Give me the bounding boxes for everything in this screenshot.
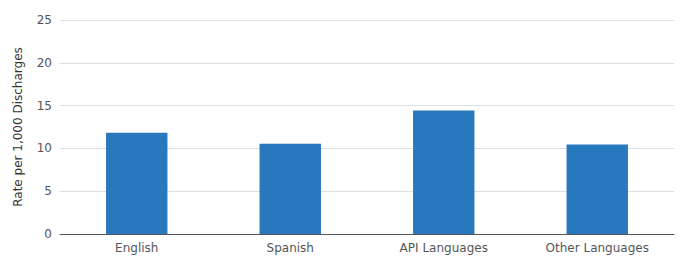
- svg-text:API Languages: API Languages: [400, 241, 488, 255]
- svg-text:15: 15: [37, 99, 52, 113]
- svg-text:25: 25: [37, 13, 52, 27]
- svg-text:Other Languages: Other Languages: [546, 241, 649, 255]
- svg-text:Rate per 1,000 Discharges: Rate per 1,000 Discharges: [11, 47, 25, 207]
- svg-text:English: English: [115, 241, 158, 255]
- svg-text:0: 0: [44, 227, 52, 241]
- svg-text:20: 20: [37, 56, 52, 70]
- svg-text:Spanish: Spanish: [267, 241, 314, 255]
- svg-text:10: 10: [37, 141, 52, 155]
- svg-text:5: 5: [44, 184, 52, 198]
